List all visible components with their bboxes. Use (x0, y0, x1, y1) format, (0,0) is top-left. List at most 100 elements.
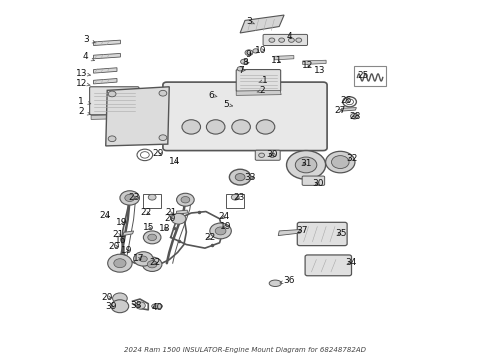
Text: 13: 13 (314, 66, 325, 75)
Text: 4: 4 (83, 53, 94, 62)
Text: 19: 19 (220, 222, 231, 231)
Text: 5: 5 (223, 100, 233, 109)
FancyBboxPatch shape (90, 87, 139, 115)
Circle shape (159, 135, 167, 140)
Circle shape (159, 90, 167, 96)
Circle shape (231, 194, 239, 200)
Text: 24: 24 (219, 212, 230, 221)
Circle shape (326, 151, 355, 173)
Circle shape (235, 174, 245, 181)
Text: 11: 11 (270, 57, 282, 66)
Circle shape (245, 50, 253, 55)
Ellipse shape (232, 120, 250, 134)
FancyBboxPatch shape (302, 176, 325, 185)
Bar (226, 194, 244, 208)
Text: 7: 7 (238, 66, 245, 75)
Text: 23: 23 (233, 193, 245, 202)
Text: 19: 19 (116, 218, 127, 227)
Circle shape (113, 293, 127, 304)
Circle shape (144, 231, 161, 244)
Text: 30: 30 (267, 150, 278, 159)
Circle shape (259, 153, 265, 157)
Polygon shape (341, 108, 356, 111)
Text: 22: 22 (141, 208, 152, 217)
Text: 16: 16 (115, 237, 126, 246)
Circle shape (181, 197, 190, 203)
Circle shape (350, 113, 358, 119)
Circle shape (331, 156, 349, 168)
Circle shape (148, 234, 157, 240)
Circle shape (287, 150, 326, 179)
Text: 35: 35 (335, 229, 346, 238)
Text: 21: 21 (112, 230, 123, 239)
Text: 32: 32 (346, 154, 357, 163)
Circle shape (176, 193, 194, 206)
Circle shape (171, 213, 186, 224)
Circle shape (241, 59, 247, 64)
Circle shape (120, 191, 140, 205)
Ellipse shape (206, 120, 225, 134)
Text: 20: 20 (101, 293, 113, 302)
Circle shape (140, 256, 147, 262)
Polygon shape (236, 90, 281, 95)
Ellipse shape (182, 120, 200, 134)
Text: 2: 2 (78, 107, 90, 116)
FancyBboxPatch shape (236, 69, 281, 91)
Circle shape (253, 49, 259, 53)
Circle shape (210, 223, 231, 239)
Text: 15: 15 (143, 223, 154, 232)
Circle shape (111, 300, 129, 313)
Circle shape (108, 136, 116, 141)
Text: 31: 31 (300, 159, 311, 168)
Text: 3: 3 (83, 35, 95, 44)
Polygon shape (94, 53, 121, 59)
Ellipse shape (152, 303, 162, 309)
FancyBboxPatch shape (163, 82, 327, 150)
Circle shape (270, 153, 275, 157)
Circle shape (108, 254, 132, 272)
Text: 2: 2 (257, 86, 266, 95)
Text: 19: 19 (121, 246, 132, 255)
Text: 6: 6 (208, 90, 217, 99)
Circle shape (295, 157, 317, 173)
Text: 8: 8 (242, 58, 249, 67)
Polygon shape (106, 87, 169, 146)
Polygon shape (94, 78, 117, 84)
Text: 39: 39 (105, 302, 117, 311)
Circle shape (296, 38, 302, 42)
Polygon shape (91, 114, 139, 120)
Circle shape (125, 194, 135, 202)
Circle shape (134, 252, 153, 266)
Circle shape (237, 67, 243, 71)
Text: 17: 17 (133, 255, 144, 264)
Circle shape (147, 261, 157, 268)
Circle shape (114, 259, 126, 268)
Polygon shape (274, 55, 294, 60)
FancyBboxPatch shape (255, 150, 280, 160)
Polygon shape (240, 15, 284, 33)
Circle shape (279, 38, 285, 42)
FancyBboxPatch shape (297, 222, 347, 246)
Polygon shape (176, 210, 187, 214)
Text: 24: 24 (99, 211, 111, 220)
Text: 26: 26 (340, 96, 351, 105)
Text: 22: 22 (149, 258, 160, 267)
Polygon shape (303, 60, 326, 64)
Circle shape (229, 169, 251, 185)
Polygon shape (94, 40, 121, 45)
Text: 25: 25 (358, 71, 369, 80)
Circle shape (269, 38, 275, 42)
Text: 37: 37 (296, 226, 307, 235)
FancyBboxPatch shape (305, 255, 351, 276)
Text: 12: 12 (302, 62, 313, 71)
Text: 14: 14 (169, 157, 180, 166)
Circle shape (143, 257, 162, 271)
Text: 1: 1 (259, 76, 268, 85)
Text: 29: 29 (152, 149, 164, 158)
Text: 27: 27 (334, 106, 345, 115)
Polygon shape (123, 231, 134, 235)
Ellipse shape (256, 120, 275, 134)
Text: 20: 20 (165, 213, 176, 222)
Text: 34: 34 (345, 258, 356, 267)
Bar (144, 194, 161, 208)
